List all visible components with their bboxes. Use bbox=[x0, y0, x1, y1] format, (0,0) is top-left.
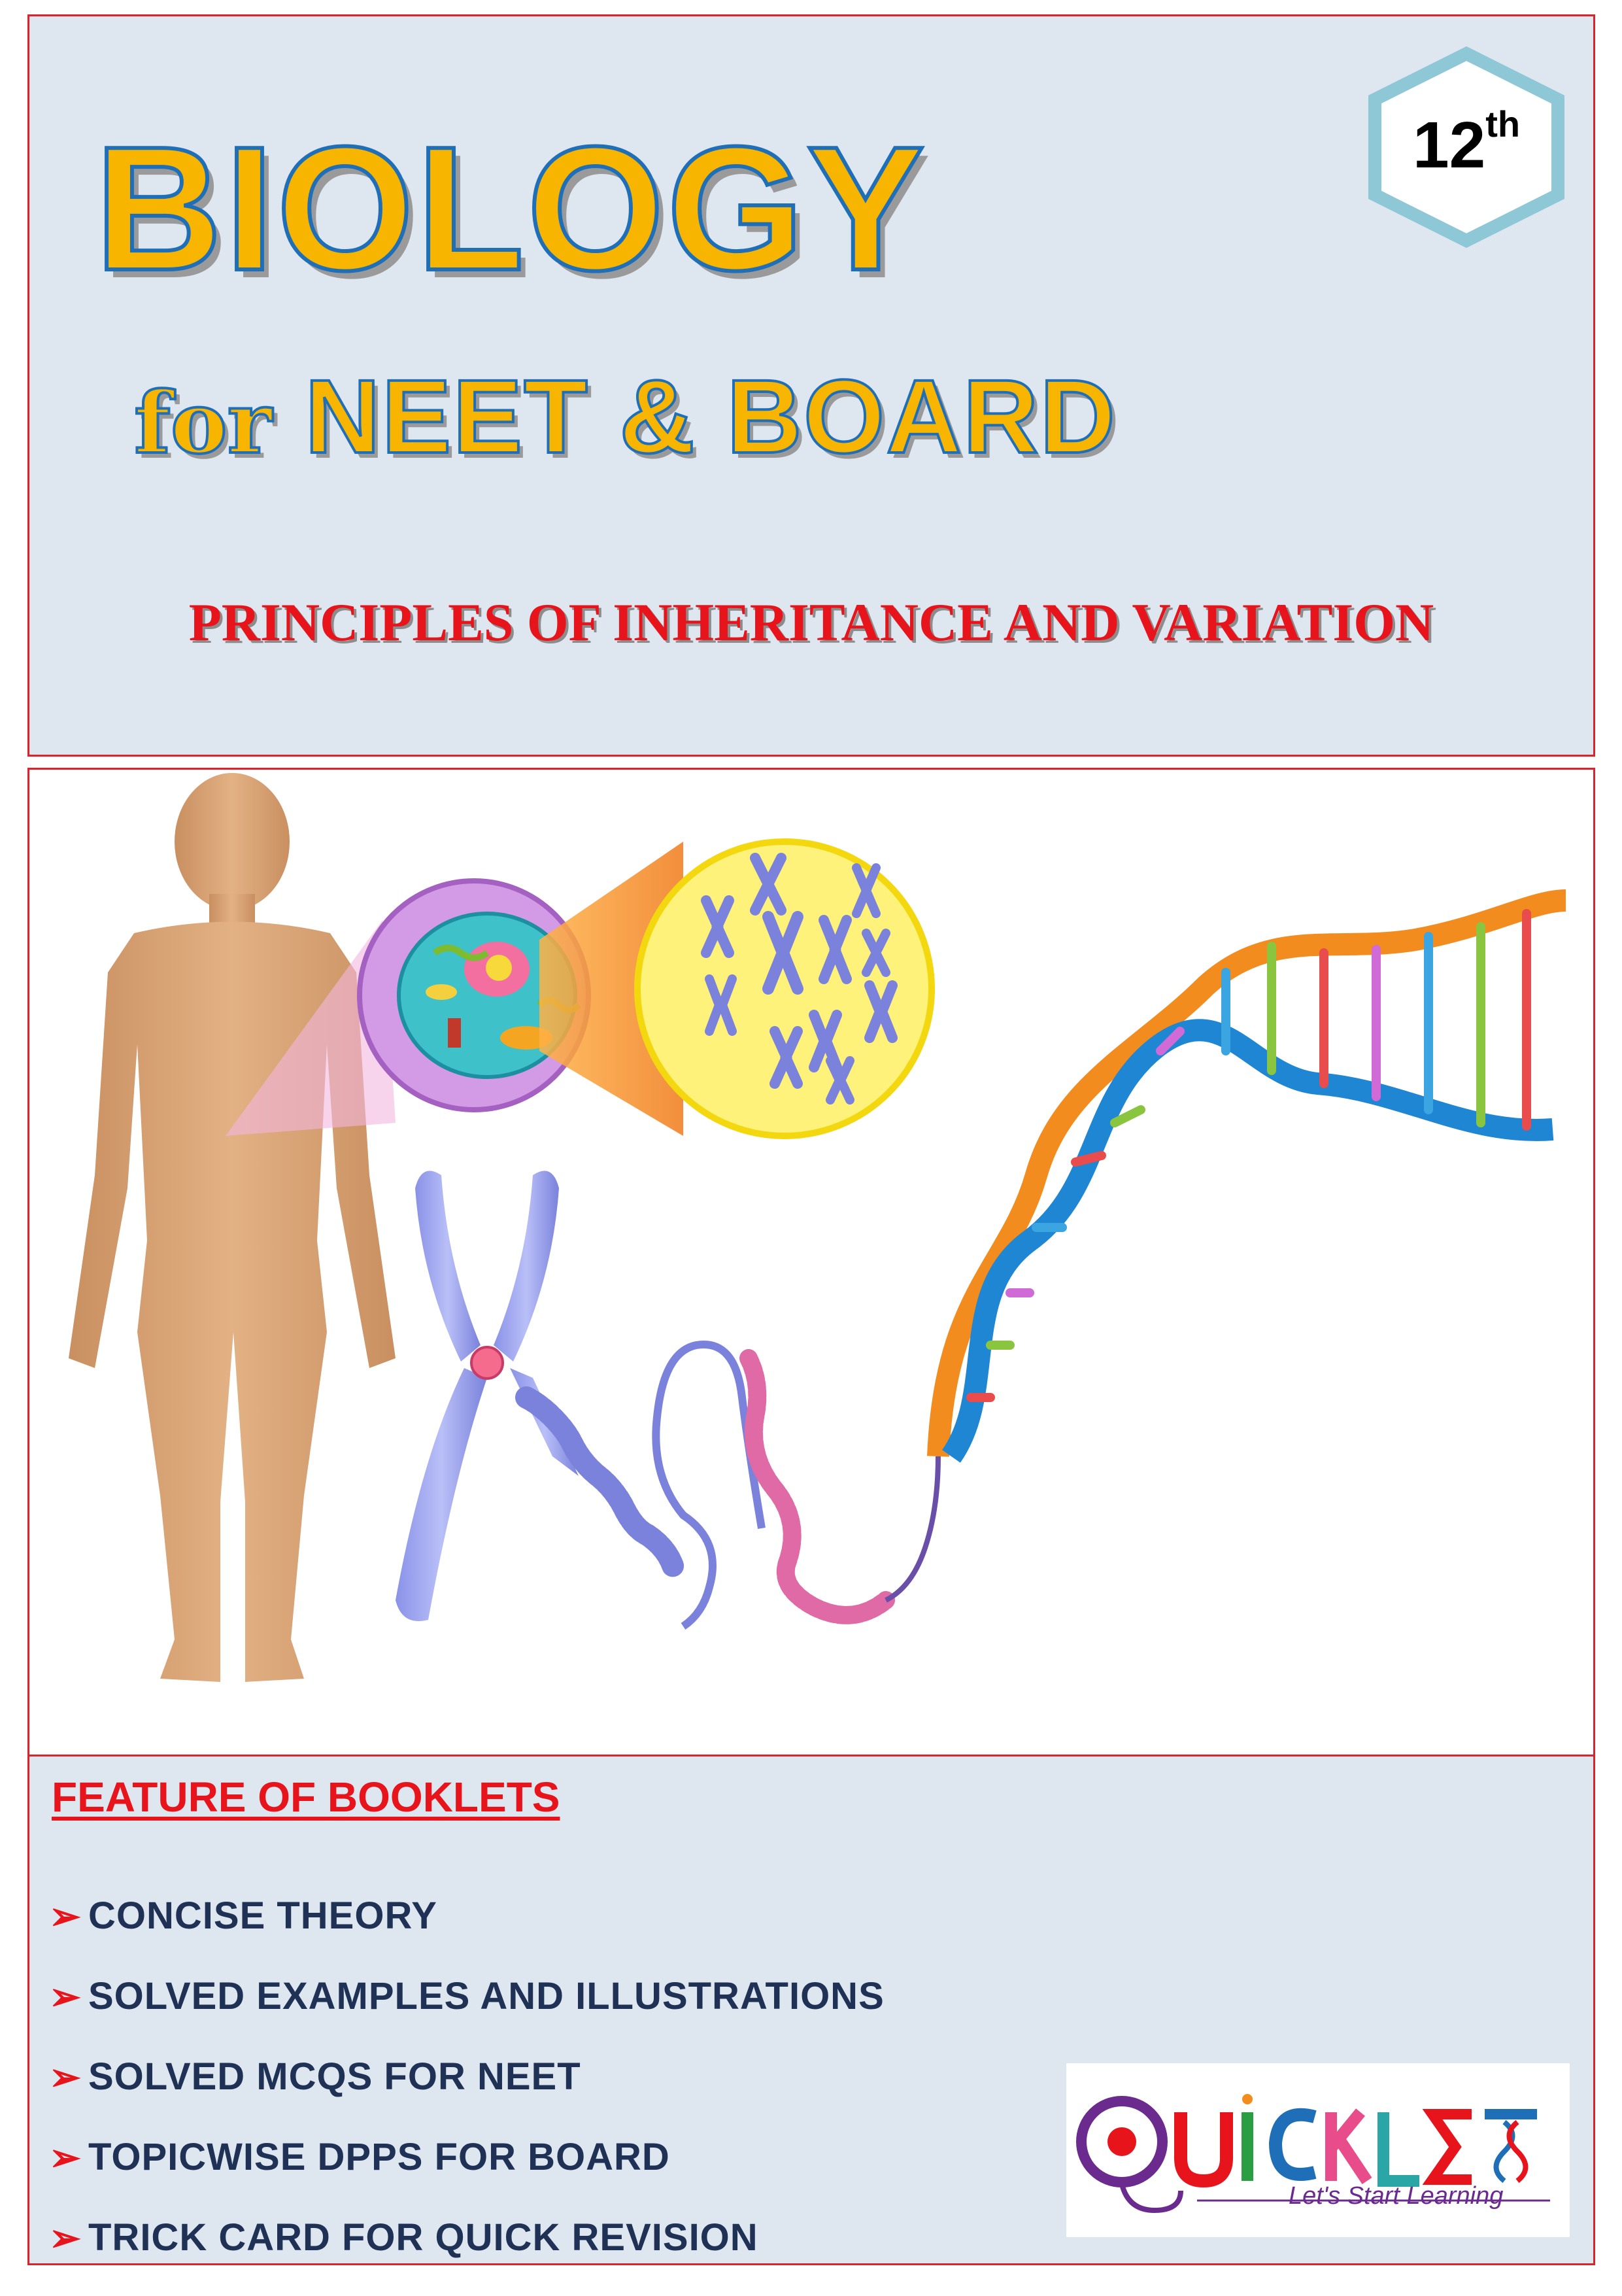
chromosome-cluster-icon bbox=[634, 838, 935, 1139]
feature-label: SOLVED EXAMPLES AND ILLUSTRATIONS bbox=[88, 1975, 885, 2017]
inheritance-illustration bbox=[69, 773, 1566, 1682]
subtitle-for: for bbox=[133, 371, 273, 474]
feature-label: TOPICWISE DPPS FOR BOARD bbox=[88, 2136, 670, 2178]
feature-label: SOLVED MCQS FOR NEET bbox=[88, 2055, 581, 2098]
feature-label: TRICK CARD FOR QUICK REVISION bbox=[88, 2216, 758, 2259]
arrow-bullet-icon: ➢ bbox=[49, 1895, 82, 1938]
arrow-bullet-icon: ➢ bbox=[49, 2056, 82, 2099]
arrow-bullet-icon: ➢ bbox=[49, 2136, 82, 2179]
human-body-icon bbox=[69, 773, 396, 1682]
cover-header-panel: BIOLOGY for NEET & BOARD PRINCIPLES OF IN… bbox=[27, 14, 1595, 757]
list-item: ➢ TRICK CARD FOR QUICK REVISION bbox=[49, 2216, 885, 2296]
grade-badge: 12th bbox=[1391, 103, 1542, 183]
booklet-title: BIOLOGY bbox=[93, 109, 928, 309]
logo-tagline: Let's Start Learning bbox=[1289, 2182, 1504, 2210]
features-list: ➢ CONCISE THEORY ➢ SOLVED EXAMPLES AND ILL… bbox=[49, 1894, 885, 2296]
chromosome-icon bbox=[396, 1171, 766, 1630]
quicklet-logo-icon bbox=[1076, 2094, 1550, 2214]
booklet-subtitle: for NEET & BOARD bbox=[133, 356, 1117, 477]
zoom-cone bbox=[539, 842, 683, 1136]
list-item: ➢ CONCISE THEORY bbox=[49, 1894, 885, 1974]
feature-label: CONCISE THEORY bbox=[88, 1894, 437, 1937]
arrow-bullet-icon: ➢ bbox=[49, 2217, 82, 2259]
cell-icon bbox=[357, 878, 591, 1112]
grade-suffix: th bbox=[1485, 103, 1521, 145]
arrow-bullet-icon: ➢ bbox=[49, 1976, 82, 2018]
illustration-panel bbox=[27, 768, 1595, 1755]
zoom-beam bbox=[226, 920, 396, 1136]
subtitle-exam: NEET & BOARD bbox=[303, 356, 1117, 476]
quicklet-logo: Let's Start Learning bbox=[1066, 2063, 1570, 2237]
dna-helix-icon bbox=[739, 889, 1566, 1624]
list-item: ➢ SOLVED EXAMPLES AND ILLUSTRATIONS bbox=[49, 1974, 885, 2055]
grade-number: 12 bbox=[1412, 109, 1486, 182]
list-item: ➢ TOPICWISE DPPS FOR BOARD bbox=[49, 2135, 885, 2216]
list-item: ➢ SOLVED MCQS FOR NEET bbox=[49, 2055, 885, 2135]
features-panel: FEATURE OF BOOKLETS ➢ CONCISE THEORY ➢ SOL… bbox=[27, 1755, 1595, 2265]
hexagon-badge-icon bbox=[1368, 46, 1564, 248]
chapter-title: PRINCIPLES OF INHERITANCE AND VARIATION bbox=[188, 592, 1434, 652]
features-heading: FEATURE OF BOOKLETS bbox=[52, 1773, 560, 1821]
